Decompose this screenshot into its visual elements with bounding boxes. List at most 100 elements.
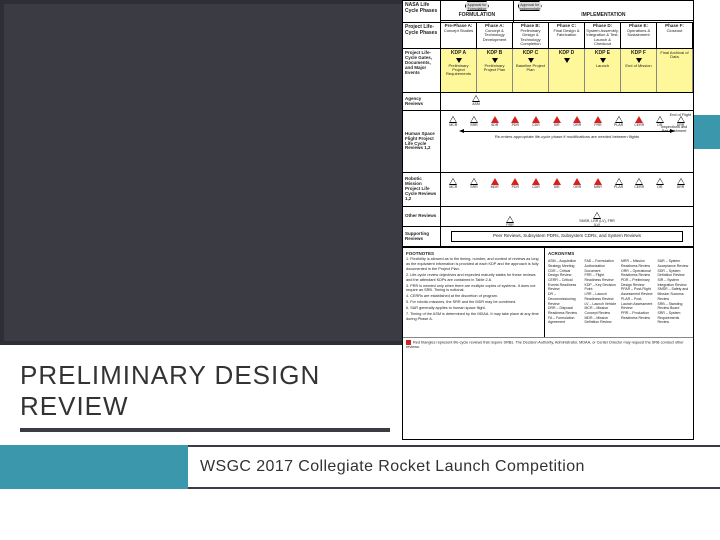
acronym-item: CDR – Critical Design Review — [548, 269, 581, 278]
review-triangle-icon — [449, 178, 457, 185]
accent-stripe-right — [690, 115, 720, 149]
acronym-item: SDR – System Definition Review — [658, 269, 691, 278]
acronym-item: FRR – Flight Readiness Review — [585, 273, 618, 282]
approval-implementation-icon: Approval for Implementation — [518, 1, 542, 11]
acronyms-heading: ACRONYMS — [548, 251, 690, 257]
acronym-item: LRR – Launch Readiness Review — [585, 292, 618, 301]
acronym-item: PLAR – Post-Launch Assessment Review — [621, 297, 654, 311]
acronym-item: PFAR – Post-Flight Assessment Review — [621, 287, 654, 296]
phase-cell: Phase D:System Assembly, Integration & T… — [585, 23, 621, 48]
acronym-item: SIR – System Integration Review — [658, 278, 691, 287]
review-triangle-red-icon — [532, 178, 540, 185]
review-triangle-icon — [593, 212, 601, 219]
review-triangle-icon — [635, 178, 643, 185]
kdp-cell: KDP D — [549, 49, 585, 92]
acronym-item: MDR – Mission Definition Review — [585, 316, 618, 325]
formulation-label: FORMULATION — [441, 11, 513, 21]
review-label: PLAR — [612, 124, 626, 128]
review-label: SRR — [467, 186, 481, 190]
dark-header-panel — [0, 0, 408, 345]
acronym-item: MCR – Mission Concept Review — [585, 306, 618, 315]
acronym-item: FA – Formulation Agreement — [548, 316, 581, 325]
header-row-label: NASA Life Cycle Phases — [403, 1, 441, 22]
end-of-flight-label: End of Flight — [670, 113, 691, 117]
review-triangle-red-icon — [573, 178, 581, 185]
footnotes-column: FOOTNOTES 1. Flexibility is allowed as t… — [403, 248, 545, 337]
review-triangle-icon — [470, 178, 478, 185]
footnotes-heading: FOOTNOTES — [406, 251, 434, 256]
red-triangle-note: Red triangles represent life-cycle revie… — [403, 337, 693, 351]
subtitle-accent-block — [0, 445, 188, 489]
review-triangle-red-icon — [491, 178, 499, 185]
review-triangle-icon — [615, 116, 623, 123]
supporting-row-label: Supporting Reviews — [403, 227, 441, 246]
phases-row: Project Life-Cycle Phases Pre-Phase A:Co… — [403, 23, 693, 49]
review-label: MCR — [446, 186, 460, 190]
review-label: CDR — [529, 124, 543, 128]
supporting-reviews-row: Supporting Reviews Peer Reviews, Subsyst… — [403, 227, 693, 247]
footnote-item: 6. SAR generally applies to human space … — [406, 306, 541, 311]
review-label: MDR — [488, 186, 502, 190]
footnote-item: 4. CERRs are established at the discreti… — [406, 294, 541, 299]
phase-cell: Phase F:Closeout — [657, 23, 693, 48]
review-label: DRR — [674, 186, 688, 190]
acronym-item: DRR – Disposal Readiness Review — [548, 306, 581, 315]
kdp-cell: KDP CBaseline Project Plan — [513, 49, 549, 92]
footnotes-acronyms-row: FOOTNOTES 1. Flexibility is allowed as t… — [403, 247, 693, 337]
footnote-item: 1. Flexibility is allowed as to the timi… — [406, 257, 541, 272]
subtitle-text: WSGC 2017 Collegiate Rocket Launch Compe… — [188, 445, 720, 489]
review-label: PDR — [508, 186, 522, 190]
robotic-row-label: Robotic Mission Project Life Cycle Revie… — [403, 173, 441, 206]
kdp-cell: KDP ELaunch — [585, 49, 621, 92]
kdp-cell: Final Archival of Data — [657, 49, 693, 92]
review-triangle-red-icon — [553, 178, 561, 185]
phase-cell: Pre-Phase A:Concept Studies — [441, 23, 477, 48]
title-underline — [20, 428, 390, 432]
other-reviews-row: Other Reviews PRR SMSR, LRR (LV), FRR (L… — [403, 207, 693, 227]
acronym-item: ORR – Operational Readiness Review — [621, 269, 654, 278]
review-label: ORR — [570, 186, 584, 190]
robotic-mission-row: Robotic Mission Project Life Cycle Revie… — [403, 173, 693, 207]
review-triangle-red-icon — [511, 116, 519, 123]
phase-cell: Phase B:Preliminary Design & Technology … — [513, 23, 549, 48]
implementation-label: IMPLEMENTATION — [514, 11, 693, 21]
subtitle-bar: WSGC 2017 Collegiate Rocket Launch Compe… — [0, 445, 720, 489]
review-label: ORR — [570, 124, 584, 128]
footnote-item: 7. Timing of the ASM is determined by th… — [406, 312, 541, 322]
review-triangle-red-icon — [594, 178, 602, 185]
review-label: FRR — [591, 124, 605, 128]
review-triangle-icon — [677, 178, 685, 185]
phase-cell: Phase A:Concept & Technology Development — [477, 23, 513, 48]
acronym-item: MRR – Mission Readiness Review — [621, 259, 654, 268]
agency-reviews-row: Agency Reviews ASM — [403, 93, 693, 111]
acronym-item: SRR – System Requirements Review — [658, 311, 691, 325]
review-label: SIR — [550, 124, 564, 128]
review-triangle-red-icon — [553, 116, 561, 123]
review-triangle-red-icon — [532, 116, 540, 123]
review-triangle-red-icon — [635, 116, 643, 123]
acronyms-column: ACRONYMS ASM – Acquisition Strategy Meet… — [545, 248, 693, 337]
review-label: CERR — [632, 124, 646, 128]
acronym-item: SMSR – Safety and Mission Success Review — [658, 287, 691, 301]
footnote-item: 5. For robotic missions, the SRR and the… — [406, 300, 541, 305]
review-triangle-icon — [656, 116, 664, 123]
kdp-cell: KDP FEnd of Mission — [621, 49, 657, 92]
review-label: SRR — [467, 124, 481, 128]
acronym-item: FAD – Formulation Authorization Document — [585, 259, 618, 273]
gates-row-label: Project Life-Cycle Gates, Documents, and… — [403, 49, 441, 92]
reentry-note: Re-enters appropriate life-cycle phase i… — [443, 135, 691, 139]
acronym-item: KDP – Key Decision Point — [585, 283, 618, 292]
review-triangle-red-icon — [511, 178, 519, 185]
review-triangle-icon — [449, 116, 457, 123]
review-label: MRR — [591, 186, 605, 190]
phase-cell: Phase E:Operations & Sustainment — [621, 23, 657, 48]
acronym-item: SAR – System Acceptance Review — [658, 259, 691, 268]
nasa-lifecycle-diagram: NASA Life Cycle Phases Approval for Form… — [402, 0, 694, 440]
title-block: PRELIMINARY DESIGN REVIEW — [20, 360, 400, 432]
phase-cell: Phase C:Final Design & Fabrication — [549, 23, 585, 48]
review-label: SDR — [488, 124, 502, 128]
review-triangle-icon — [470, 116, 478, 123]
review-label: DR — [653, 186, 667, 190]
other-row-label: Other Reviews — [403, 207, 441, 226]
approval-formulation-icon: Approval for Formulation — [465, 1, 489, 11]
